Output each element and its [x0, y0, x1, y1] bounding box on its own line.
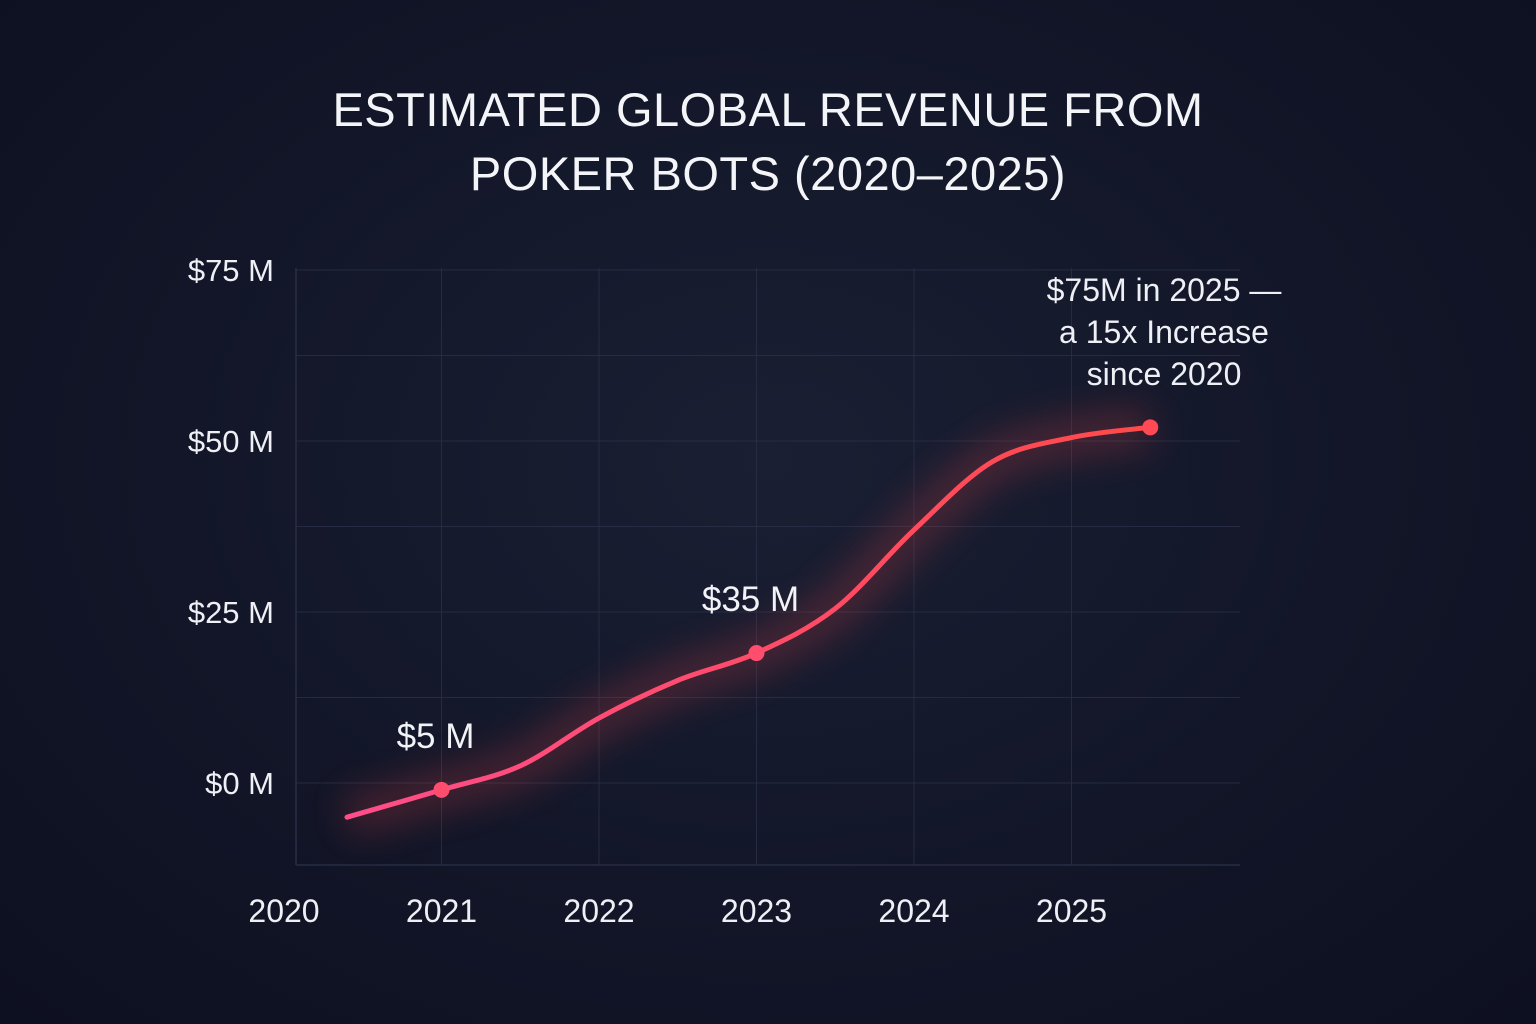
annotation: $75M in 2025 — a 15x Increase since 2020: [1047, 272, 1282, 392]
series-line-glow: [341, 407, 1153, 837]
series: [341, 407, 1153, 837]
y-tick-label: $25 M: [188, 595, 274, 630]
x-axis-ticks: 2020 2021 2022 2023 2024 2025: [248, 893, 1107, 929]
x-tick-label: 2024: [878, 893, 949, 929]
markers: $5 M $35 M: [397, 419, 1159, 798]
x-tick-label: 2023: [721, 893, 792, 929]
x-tick-label: 2020: [248, 893, 319, 929]
annotation-line: since 2020: [1087, 356, 1242, 392]
grid: [295, 268, 1240, 866]
y-tick-label: $0 M: [205, 766, 274, 801]
y-tick-label: $50 M: [188, 424, 274, 459]
chart-title-line-2: POKER BOTS (2020–2025): [469, 147, 1067, 200]
y-axis-ticks: $0 M $25 M $50 M $75 M: [188, 253, 274, 801]
chart-title-line-1: ESTIMATED GLOBAL REVENUE FROM: [332, 83, 1204, 136]
data-label: $35 M: [702, 580, 799, 619]
data-point: [1142, 419, 1159, 436]
x-tick-label: 2025: [1036, 893, 1107, 929]
data-point: [433, 781, 450, 798]
data-point: [748, 645, 765, 662]
annotation-line: $75M in 2025 —: [1047, 272, 1282, 308]
chart-title: ESTIMATED GLOBAL REVENUE FROM POKER BOTS…: [0, 78, 1536, 206]
series-line: [344, 424, 1153, 820]
data-label: $5 M: [397, 717, 475, 756]
x-tick-label: 2022: [563, 893, 634, 929]
annotation-line: a 15x Increase: [1059, 314, 1269, 350]
x-tick-label: 2021: [406, 893, 477, 929]
y-tick-label: $75 M: [188, 253, 274, 288]
